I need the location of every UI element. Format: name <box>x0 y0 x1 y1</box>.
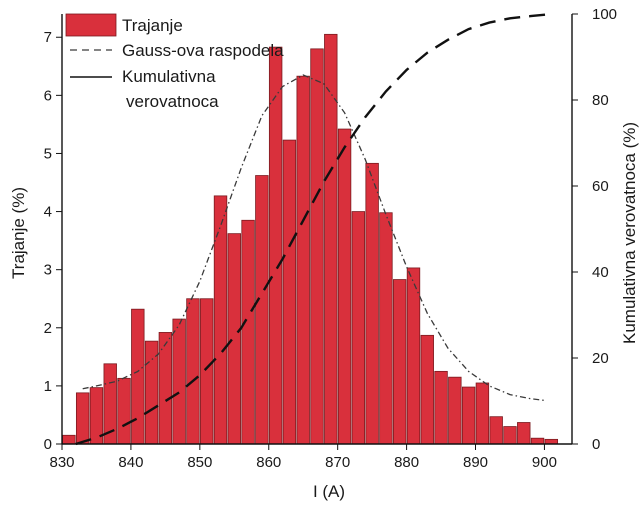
y2-tick-label: 0 <box>592 436 600 453</box>
histogram-bar <box>365 162 379 445</box>
histogram-bar <box>62 434 76 445</box>
histogram-bar <box>475 382 490 445</box>
y-tick-label: 6 <box>44 87 52 104</box>
legend-label-kumulativna-line1: Kumulativna <box>122 67 216 86</box>
x-tick-label: 880 <box>394 454 419 471</box>
histogram-bar <box>406 267 421 445</box>
x-axis-title: I (A) <box>313 482 345 501</box>
y2-tick-label: 40 <box>592 264 609 281</box>
histogram-bar <box>434 370 448 445</box>
y-tick-label: 7 <box>44 29 52 46</box>
y-tick-label: 2 <box>44 320 52 337</box>
histogram-bar <box>420 334 434 445</box>
histogram-bar <box>158 332 173 445</box>
histogram-bar <box>310 48 324 445</box>
legend-swatch-bar <box>65 13 117 37</box>
histogram-bar <box>296 75 310 445</box>
histogram-bar <box>517 422 531 445</box>
histogram-bar <box>337 128 352 445</box>
x-tick-label: 860 <box>256 454 281 471</box>
histogram-bar <box>282 139 297 445</box>
histogram-bar <box>213 195 228 445</box>
y2-tick-label: 80 <box>592 92 609 109</box>
histogram-bar <box>241 219 255 445</box>
curve-lines <box>75 12 552 446</box>
histogram-bar <box>379 212 393 445</box>
histogram-bar <box>324 33 338 445</box>
histogram-bar <box>489 416 503 445</box>
y-tick-label: 3 <box>44 262 52 279</box>
cumulative-curve <box>75 12 552 446</box>
x-tick-label: 850 <box>187 454 212 471</box>
histogram-bar <box>503 426 517 445</box>
legend-label-gauss: Gauss-ova raspodela <box>122 41 284 60</box>
y-tick-label: 1 <box>44 378 52 395</box>
histogram-bar <box>530 437 545 445</box>
histogram-bar <box>200 298 214 445</box>
x-tick-label: 900 <box>532 454 557 471</box>
histogram-bar <box>186 298 200 445</box>
y2-tick-label: 60 <box>592 178 609 195</box>
x-tick-label: 830 <box>49 454 74 471</box>
y-axis-title: Trajanje (%) <box>9 187 28 279</box>
y-tick-label: 4 <box>44 204 52 221</box>
histogram-bar <box>117 377 131 445</box>
histogram-bar <box>227 233 241 445</box>
histogram-bar <box>351 211 366 445</box>
y-tick-label: 5 <box>44 145 52 162</box>
histogram-bar <box>448 376 462 445</box>
histogram-bar <box>461 386 476 445</box>
x-tick-label: 840 <box>118 454 143 471</box>
gauss-curve <box>82 74 545 402</box>
legend-label-kumulativna-line2: verovatnoca <box>126 92 219 111</box>
x-tick-label: 870 <box>325 454 350 471</box>
x-tick-label: 890 <box>463 454 488 471</box>
histogram-bar <box>131 308 145 445</box>
histogram-bar <box>268 46 283 445</box>
tick-marks: 830 840 850 860 870 880 890 900 0 1 2 3 4 5 6 7 0 20 40 60 8… <box>44 6 617 471</box>
histogram-bar <box>172 318 186 445</box>
histogram-bars <box>62 33 559 445</box>
legend-label-trajanje: Trajanje <box>122 16 183 35</box>
legend: Trajanje Gauss-ova raspodela Kumulativna ve… <box>65 13 284 111</box>
y2-axis-title: Kumulativna verovatnoca (%) <box>620 122 639 344</box>
histogram-bar <box>255 175 269 445</box>
histogram-bar <box>75 392 90 445</box>
y2-tick-label: 100 <box>592 6 617 23</box>
histogram-bar <box>393 279 407 445</box>
axes <box>61 14 573 445</box>
y2-tick-label: 20 <box>592 350 609 367</box>
y-tick-label: 0 <box>44 436 52 453</box>
